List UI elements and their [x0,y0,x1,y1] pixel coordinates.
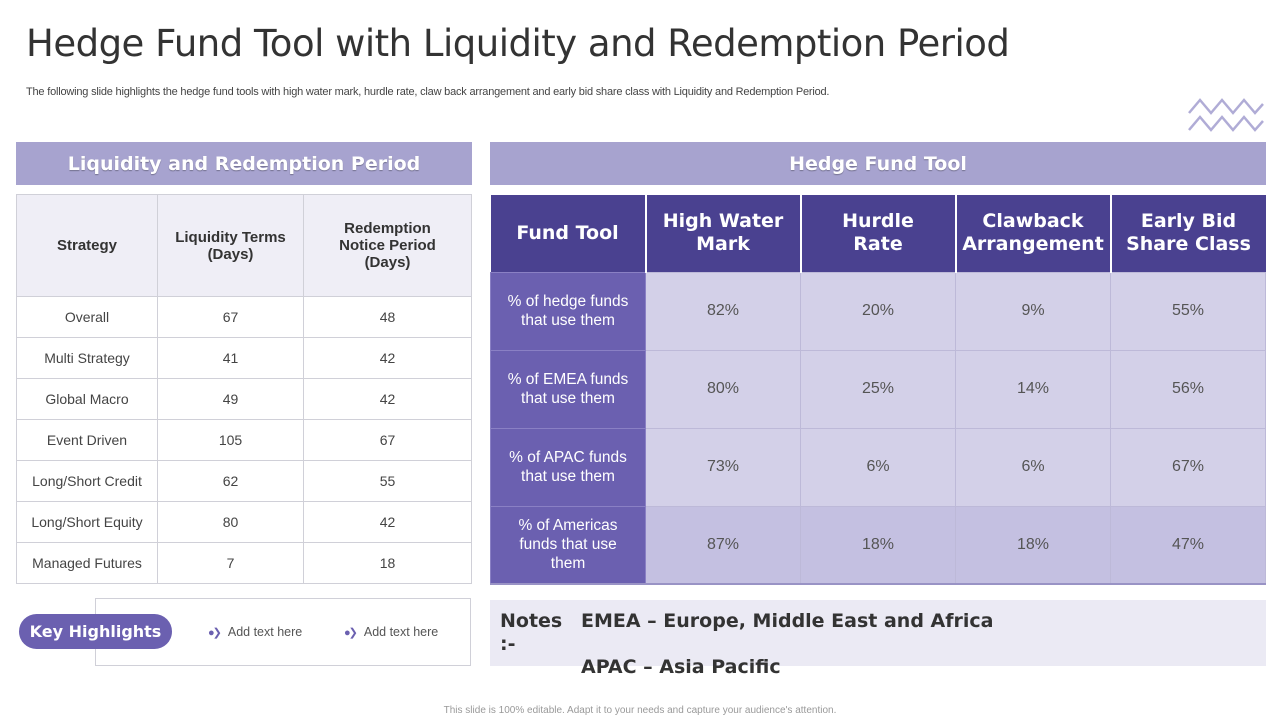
column-header: Redemption Notice Period (Days) [303,194,472,297]
table-cell: 47% [1110,505,1266,585]
table-cell: 80% [645,349,801,429]
table-cell: Multi Strategy [16,337,158,379]
hedge-fund-table: Fund Tool High Water Mark Hurdle Rate Cl… [490,195,1266,585]
table-cell: 82% [645,271,801,351]
table-cell: 48 [303,296,472,338]
hedge-fund-section-header: Hedge Fund Tool [490,142,1266,185]
table-cell: Long/Short Equity [16,501,158,543]
table-cell: 80 [157,501,304,543]
highlight-item: ●❯ Add text here [208,625,302,639]
table-row: Managed Futures 7 18 [16,542,472,584]
note-line: EMEA – Europe, Middle East and Africa [581,610,994,632]
table-row: Overall 67 48 [16,296,472,338]
table-row: % of APAC funds that use them 73% 6% 6% 67% [490,427,1266,507]
table-cell: 41 [157,337,304,379]
table-cell: Managed Futures [16,542,158,584]
highlight-text: Add text here [227,625,303,639]
note-line: APAC – Asia Pacific [581,656,781,678]
table-cell: 67 [157,296,304,338]
table-cell: 87% [645,505,801,585]
highlight-item: ●❯ Add text here [344,625,438,639]
column-header: Hurdle Rate [800,195,957,272]
table-cell: Event Driven [16,419,158,461]
table-cell: 55 [303,460,472,502]
row-label: % of EMEA funds that use them [490,349,646,429]
column-header: Clawback Arrangement [955,195,1112,272]
table-cell: 18 [303,542,472,584]
notes-box: Notes :- EMEA – Europe, Middle East and A… [490,600,1266,678]
table-cell: 6% [800,427,956,507]
page-subtitle: The following slide highlights the hedge… [26,86,830,98]
table-cell: 62 [157,460,304,502]
table-cell: 56% [1110,349,1266,429]
key-highlights-label: Key Highlights [19,614,172,649]
table-row: Multi Strategy 41 42 [16,337,472,379]
table-cell: 42 [303,501,472,543]
table-cell: Long/Short Credit [16,460,158,502]
table-cell: 42 [303,378,472,420]
column-header: Early Bid Share Class [1110,195,1266,272]
table-cell: 9% [955,271,1111,351]
liquidity-table: Strategy Liquidity Terms (Days) Redempti… [16,194,472,584]
table-cell: Overall [16,296,158,338]
table-row: Event Driven 105 67 [16,419,472,461]
table-cell: 7 [157,542,304,584]
bullet-arrow-icon: ●❯ [208,626,222,639]
table-cell: 67 [303,419,472,461]
table-cell: 14% [955,349,1111,429]
table-row: Long/Short Equity 80 42 [16,501,472,543]
table-cell: 20% [800,271,956,351]
row-label: % of APAC funds that use them [490,427,646,507]
table-cell: 67% [1110,427,1266,507]
page-title: Hedge Fund Tool with Liquidity and Redem… [26,22,1010,65]
table-cell: 25% [800,349,956,429]
zigzag-lines-icon [1188,98,1264,132]
column-header: High Water Mark [645,195,802,272]
column-header: Fund Tool [490,195,647,272]
table-cell: 18% [800,505,956,585]
row-label: % of Americas funds that use them [490,505,646,585]
table-row: Global Macro 49 42 [16,378,472,420]
table-cell: 55% [1110,271,1266,351]
table-cell: Global Macro [16,378,158,420]
table-row: % of Americas funds that use them 87% 18% 1… [490,505,1266,585]
table-row: % of EMEA funds that use them 80% 25% 14% 56… [490,349,1266,429]
liquidity-section-header: Liquidity and Redemption Period [16,142,472,185]
table-cell: 73% [645,427,801,507]
table-cell: 6% [955,427,1111,507]
table-cell: 42 [303,337,472,379]
footer-text: This slide is 100% editable. Adapt it to… [443,705,837,716]
table-cell: 18% [955,505,1111,585]
table-row: % of hedge funds that use them 82% 20% 9% 55… [490,271,1266,351]
bullet-arrow-icon: ●❯ [344,626,358,639]
column-header: Liquidity Terms (Days) [157,194,304,297]
table-row: Long/Short Credit 62 55 [16,460,472,502]
highlight-text: Add text here [363,625,439,639]
column-header: Strategy [16,194,158,297]
notes-label: Notes :- [500,610,563,655]
table-cell: 49 [157,378,304,420]
table-cell: 105 [157,419,304,461]
row-label: % of hedge funds that use them [490,271,646,351]
